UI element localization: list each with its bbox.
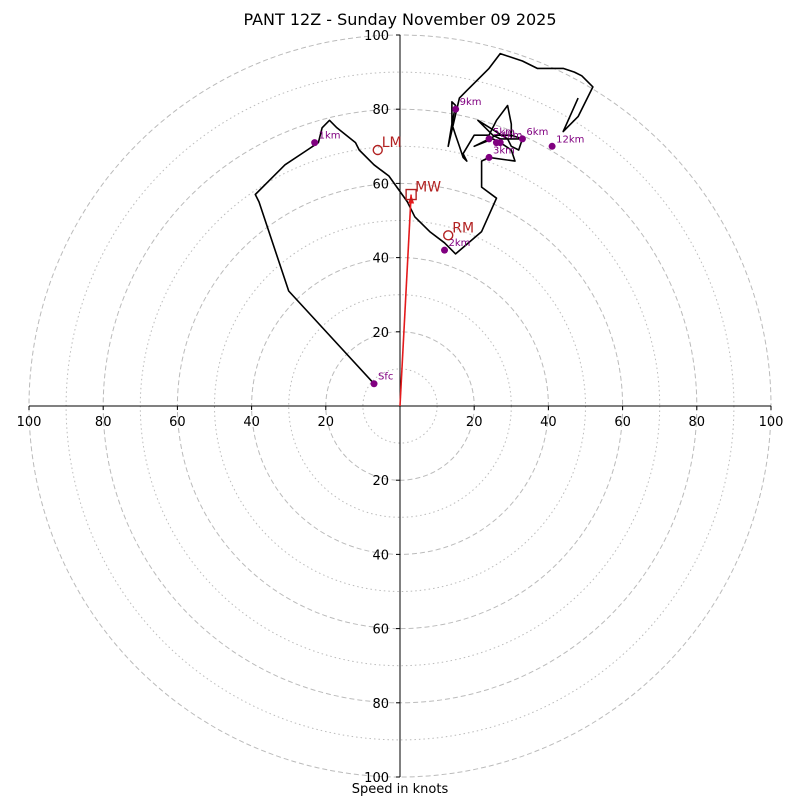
tick-label-y-neg-80: 80 bbox=[372, 697, 389, 712]
mean-wind-vector bbox=[399, 194, 412, 407]
height-label-12km: 12km bbox=[556, 134, 584, 145]
tick-label-x-neg-40: 40 bbox=[243, 415, 260, 430]
tick-label-y-neg-60: 60 bbox=[372, 623, 389, 638]
storm-layer: LM MW RM bbox=[372, 135, 474, 407]
height-marker-5km bbox=[485, 135, 493, 143]
tick-label-x-pos-80: 80 bbox=[689, 415, 706, 430]
height-label-sfc: Sfc bbox=[378, 372, 393, 383]
height-marker-9km bbox=[452, 105, 460, 113]
height-marker-2km bbox=[441, 246, 449, 254]
storm-marker-lm bbox=[372, 144, 383, 156]
tick-label-x-neg-80: 80 bbox=[95, 415, 112, 430]
storm-label-mw: MW bbox=[415, 180, 441, 196]
x-axis-label: Speed in knots bbox=[351, 782, 449, 797]
tick-layer: 100 100 100 100 80 80 80 80 60 60 60 60 40 40 40 40 20 20… bbox=[17, 29, 784, 786]
height-label-3km: 3km bbox=[493, 145, 515, 156]
chart-title: PANT 12Z - Sunday November 09 2025 bbox=[243, 10, 557, 29]
storm-marker-mw bbox=[405, 188, 417, 201]
height-marker-unlabeled-9 bbox=[496, 139, 504, 147]
tick-label-x-neg-100: 100 bbox=[17, 415, 42, 430]
height-marker-6km bbox=[518, 135, 526, 143]
height-label-4km: 4km bbox=[500, 131, 522, 142]
tick-label-y-pos-80: 80 bbox=[372, 103, 389, 118]
tick-label-x-pos-20: 20 bbox=[466, 415, 483, 430]
height-label-1km: 1km bbox=[319, 131, 341, 142]
tick-label-x-neg-60: 60 bbox=[169, 415, 186, 430]
tick-label-y-neg-20: 20 bbox=[372, 474, 389, 489]
tick-label-x-pos-100: 100 bbox=[759, 415, 784, 430]
storm-label-rm: RM bbox=[452, 220, 474, 236]
tick-label-y-pos-60: 60 bbox=[372, 177, 389, 192]
storm-marker-rm bbox=[443, 230, 454, 241]
tick-label-x-pos-60: 60 bbox=[614, 415, 631, 430]
hodograph-trace bbox=[254, 52, 594, 385]
height-label-6km: 6km bbox=[526, 127, 548, 138]
height-label-5km: 5km bbox=[493, 127, 515, 138]
height-marker-12km bbox=[548, 142, 556, 150]
tick-label-y-pos-20: 20 bbox=[372, 326, 389, 341]
tick-label-y-neg-100: 100 bbox=[364, 771, 389, 786]
trace-layer bbox=[254, 52, 594, 385]
storm-label-lm: LM bbox=[382, 135, 402, 151]
height-marker-1km bbox=[311, 139, 319, 147]
tick-label-y-neg-40: 40 bbox=[372, 548, 389, 563]
height-marker-3km bbox=[485, 153, 493, 161]
tick-label-x-pos-40: 40 bbox=[540, 415, 557, 430]
height-label-9km: 9km bbox=[460, 97, 482, 108]
tick-label-x-neg-20: 20 bbox=[318, 415, 335, 430]
height-marker-sfc bbox=[370, 380, 378, 388]
height-label-2km: 2km bbox=[449, 238, 471, 249]
tick-label-y-pos-40: 40 bbox=[372, 252, 389, 267]
tick-label-y-pos-100: 100 bbox=[364, 29, 389, 44]
